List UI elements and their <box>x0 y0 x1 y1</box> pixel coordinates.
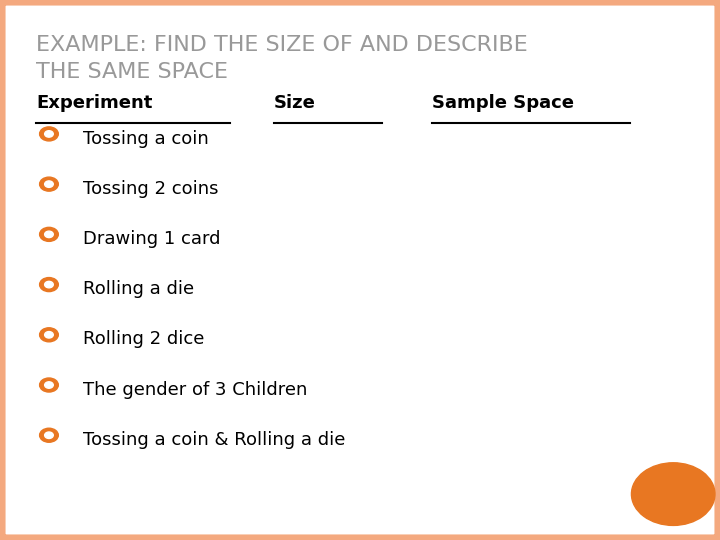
Circle shape <box>40 278 58 292</box>
Text: Tossing 2 coins: Tossing 2 coins <box>83 180 218 198</box>
Circle shape <box>40 227 58 241</box>
Text: Rolling a die: Rolling a die <box>83 280 194 298</box>
Text: Experiment: Experiment <box>36 94 153 112</box>
Circle shape <box>45 281 53 288</box>
Circle shape <box>40 177 58 191</box>
Text: Tossing a coin: Tossing a coin <box>83 130 209 147</box>
Text: Drawing 1 card: Drawing 1 card <box>83 230 220 248</box>
Circle shape <box>40 328 58 342</box>
Text: Tossing a coin & Rolling a die: Tossing a coin & Rolling a die <box>83 431 345 449</box>
Text: Sample Space: Sample Space <box>432 94 574 112</box>
Text: THE SAME SPACE: THE SAME SPACE <box>36 62 228 82</box>
Circle shape <box>631 463 715 525</box>
Circle shape <box>45 382 53 388</box>
Text: Size: Size <box>274 94 315 112</box>
Circle shape <box>40 127 58 141</box>
Circle shape <box>40 428 58 442</box>
Circle shape <box>45 332 53 338</box>
Text: EXAMPLE: FIND THE SIZE OF AND DESCRIBE: EXAMPLE: FIND THE SIZE OF AND DESCRIBE <box>36 35 528 55</box>
Circle shape <box>45 231 53 238</box>
Circle shape <box>45 131 53 137</box>
Circle shape <box>45 181 53 187</box>
Text: Rolling 2 dice: Rolling 2 dice <box>83 330 204 348</box>
Text: The gender of 3 Children: The gender of 3 Children <box>83 381 307 399</box>
Circle shape <box>45 432 53 438</box>
Circle shape <box>40 378 58 392</box>
